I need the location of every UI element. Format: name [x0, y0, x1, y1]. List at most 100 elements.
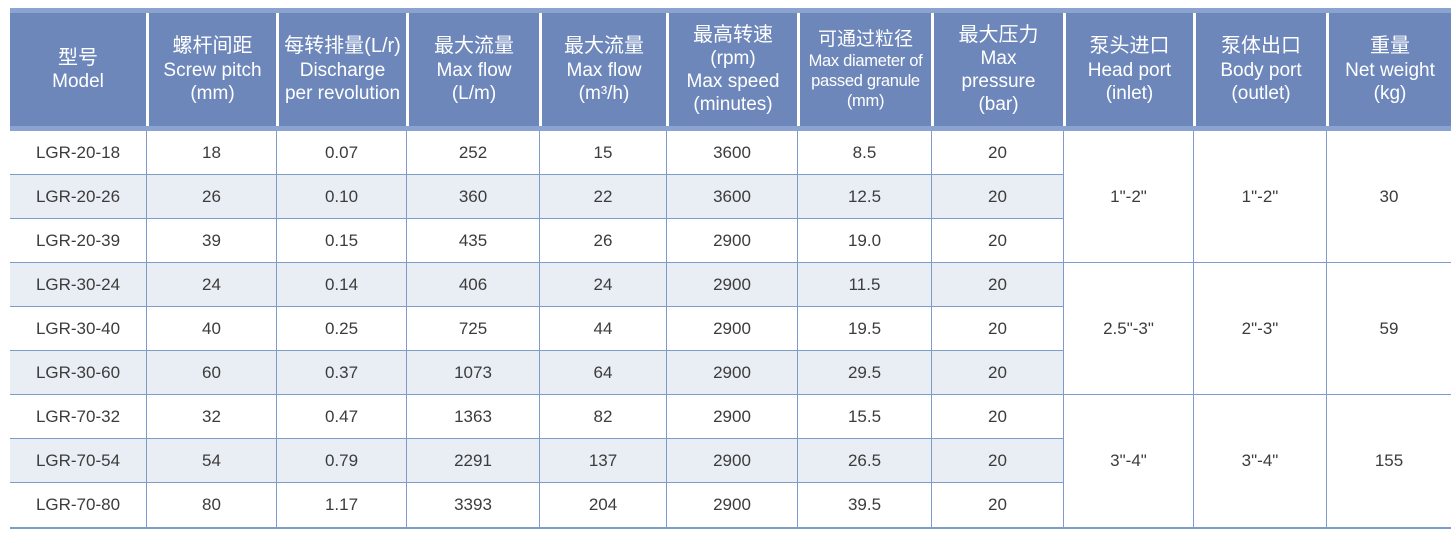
header-label-en: (outlet) [1231, 82, 1291, 104]
cell-screw-pitch: 18 [146, 131, 276, 175]
cell-screw-pitch: 24 [146, 263, 276, 307]
cell-pressure-bar: 20 [931, 219, 1063, 263]
cell-flow-lm: 406 [406, 263, 539, 307]
cell-speed-rpm: 2900 [666, 439, 797, 483]
cell-granule-mm: 12.5 [797, 175, 931, 219]
cell-screw-pitch: 60 [146, 351, 276, 395]
cell-net-weight: 155 [1326, 395, 1451, 527]
cell-flow-lm: 2291 [406, 439, 539, 483]
header-label-en: Net weight [1345, 59, 1435, 81]
header-label-en: pressure [961, 71, 1036, 93]
header-label-en: (minutes) [693, 94, 773, 116]
header-label-en: Body port [1220, 59, 1302, 81]
cell-net-weight: 59 [1326, 263, 1451, 395]
cell-speed-rpm: 2900 [666, 351, 797, 395]
header-cell-pressure-bar: 最大压力 Max pressure (bar) [931, 8, 1063, 131]
cell-screw-pitch: 40 [146, 307, 276, 351]
cell-head-port: 3"-4" [1063, 395, 1193, 527]
cell-speed-rpm: 2900 [666, 307, 797, 351]
header-label-en: (inlet) [1105, 82, 1154, 104]
header-label-en: Max flow [436, 59, 512, 81]
cell-granule-mm: 29.5 [797, 351, 931, 395]
cell-speed-rpm: 3600 [666, 175, 797, 219]
cell-model: LGR-20-26 [10, 175, 146, 219]
cell-pressure-bar: 20 [931, 395, 1063, 439]
header-label-en: (kg) [1373, 82, 1407, 104]
cell-model: LGR-70-54 [10, 439, 146, 483]
cell-granule-mm: 15.5 [797, 395, 931, 439]
header-label-zh: 可通过粒径 [817, 28, 913, 50]
header-label-en: (mm) [846, 92, 885, 111]
cell-pressure-bar: 20 [931, 175, 1063, 219]
cell-granule-mm: 26.5 [797, 439, 931, 483]
cell-discharge: 0.07 [276, 131, 406, 175]
header-cell-net-weight: 重量 Net weight (kg) [1326, 8, 1451, 131]
cell-model: LGR-70-80 [10, 483, 146, 527]
cell-model: LGR-20-39 [10, 219, 146, 263]
cell-body-port: 1"-2" [1193, 131, 1326, 263]
header-label-en: Discharge [299, 59, 386, 81]
cell-flow-lm: 252 [406, 131, 539, 175]
header-label-en: (mm) [190, 82, 235, 104]
header-label-zh: 泵头进口 [1089, 35, 1170, 58]
cell-flow-m3h: 204 [539, 483, 666, 527]
cell-granule-mm: 39.5 [797, 483, 931, 527]
header-label-en: Max flow [566, 59, 642, 81]
cell-speed-rpm: 2900 [666, 483, 797, 527]
header-label-zh: 最大压力 [958, 23, 1039, 46]
cell-model: LGR-30-40 [10, 307, 146, 351]
cell-discharge: 0.37 [276, 351, 406, 395]
header-label-en: Screw pitch [163, 59, 262, 81]
header-label-zh: 最大流量 [434, 35, 514, 58]
cell-pressure-bar: 20 [931, 263, 1063, 307]
cell-flow-m3h: 15 [539, 131, 666, 175]
cell-pressure-bar: 20 [931, 351, 1063, 395]
header-cell-granule-mm: 可通过粒径 Max diameter of passed granule (mm) [797, 8, 931, 131]
cell-granule-mm: 19.0 [797, 219, 931, 263]
cell-discharge: 0.79 [276, 439, 406, 483]
header-label-zh: 最大流量 [564, 35, 644, 58]
cell-flow-lm: 1073 [406, 351, 539, 395]
cell-discharge: 0.10 [276, 175, 406, 219]
cell-discharge: 0.47 [276, 395, 406, 439]
header-label-en: per revolution [284, 82, 401, 104]
header-cell-speed-rpm: 最高转速 (rpm) Max speed (minutes) [666, 8, 797, 131]
cell-flow-lm: 360 [406, 175, 539, 219]
header-label-en: Head port [1087, 59, 1172, 81]
header-cell-discharge: 每转排量(L/r) Discharge per revolution [276, 8, 406, 131]
header-label-en: (bar) [978, 94, 1019, 116]
header-cell-head-port: 泵头进口 Head port (inlet) [1063, 8, 1193, 131]
header-label-en: Max speed [686, 71, 780, 93]
header-label-en: (m³/h) [578, 82, 630, 104]
cell-flow-lm: 435 [406, 219, 539, 263]
cell-discharge: 0.25 [276, 307, 406, 351]
cell-speed-rpm: 2900 [666, 219, 797, 263]
header-label-en: (L/m) [451, 82, 497, 104]
cell-flow-lm: 3393 [406, 483, 539, 527]
cell-speed-rpm: 3600 [666, 131, 797, 175]
cell-screw-pitch: 39 [146, 219, 276, 263]
header-label-zh: 螺杆间距 [172, 35, 253, 58]
cell-screw-pitch: 32 [146, 395, 276, 439]
cell-flow-m3h: 22 [539, 175, 666, 219]
cell-pressure-bar: 20 [931, 307, 1063, 351]
cell-body-port: 2"-3" [1193, 263, 1326, 395]
header-cell-model: 型号 Model [10, 8, 146, 131]
cell-discharge: 0.15 [276, 219, 406, 263]
header-label-zh: 每转排量(L/r) [284, 35, 401, 58]
cell-speed-rpm: 2900 [666, 395, 797, 439]
header-label-zh: 泵体出口 [1221, 35, 1301, 58]
cell-discharge: 1.17 [276, 483, 406, 527]
cell-model: LGR-30-24 [10, 263, 146, 307]
cell-flow-m3h: 44 [539, 307, 666, 351]
cell-granule-mm: 19.5 [797, 307, 931, 351]
cell-model: LGR-70-32 [10, 395, 146, 439]
cell-flow-lm: 1363 [406, 395, 539, 439]
cell-model: LGR-30-60 [10, 351, 146, 395]
cell-pressure-bar: 20 [931, 439, 1063, 483]
header-label-zh: 型号 [58, 46, 98, 69]
cell-pressure-bar: 20 [931, 483, 1063, 527]
cell-speed-rpm: 2900 [666, 263, 797, 307]
cell-pressure-bar: 20 [931, 131, 1063, 175]
cell-discharge: 0.14 [276, 263, 406, 307]
